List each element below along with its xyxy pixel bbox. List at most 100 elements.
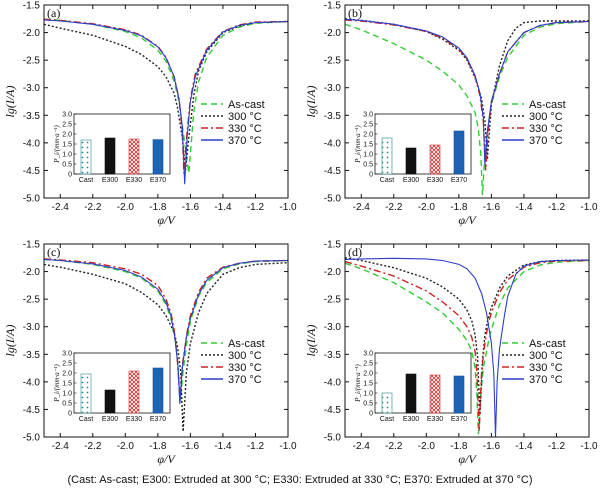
y-tick-label: -3.0: [324, 83, 342, 94]
x-axis-label: φ/V: [157, 452, 176, 466]
legend-label-2: 300 °C: [228, 350, 262, 362]
inset-y-tick-label: 1.0: [62, 151, 72, 158]
x-tick-label: -1.6: [182, 202, 200, 213]
x-tick-label: -2.0: [418, 202, 436, 213]
legend-label-2: 300 °C: [228, 111, 262, 123]
y-tick-label: -3.0: [23, 83, 41, 94]
inset-x-tick-label: E330: [427, 177, 443, 184]
x-tick-label: -2.4: [353, 202, 371, 213]
x-tick-label: -1.6: [483, 441, 501, 452]
inset-y-tick-label: 1.5: [363, 141, 373, 148]
inset-y-tick-label: 2.5: [363, 360, 373, 367]
x-tick-label: -1.0: [279, 441, 297, 452]
panel-1: -2.4 -2.2 -2.0 -1.8 -1.6 -1.4 -1.2 -1.0 -1.5 -2.0…: [3, 1, 297, 228]
inset-bar-cast: [381, 392, 393, 414]
panel-2: -2.4 -2.2 -2.0 -1.8 -1.6 -1.4 -1.2 -1.0 -1.5 -2.0…: [304, 1, 598, 228]
inset-y-tick-label: 2.5: [62, 121, 72, 128]
y-axis-label: lg(I/A): [304, 86, 318, 118]
figure: -2.4 -2.2 -2.0 -1.8 -1.6 -1.4 -1.2 -1.0 -1.5 -2.0…: [3, 1, 598, 467]
inset-y-tick-label: 2.0: [363, 131, 373, 138]
x-tick-label: -1.8: [450, 202, 468, 213]
inset-bar-e370: [152, 139, 164, 175]
y-tick-label: -2.0: [23, 267, 41, 278]
inset-bar-chart: 0 0.5 1.0 1.5 2.0 2.5 3.0 Cast E300 E330 E370 P_i/(…: [354, 350, 472, 423]
x-tick-label: -1.0: [580, 441, 598, 452]
legend-label-4: 370 °C: [228, 374, 262, 386]
figure-caption: (Cast: As-cast; E300: Extruded at 300 °C…: [67, 474, 533, 486]
y-axis-label: lg(I/A): [304, 325, 318, 357]
inset-x-tick-label: E370: [451, 416, 467, 423]
y-tick-label: -4.5: [23, 166, 41, 177]
inset-y-tick-label: 1.0: [363, 151, 373, 158]
inset-y-tick-label: 1.0: [363, 390, 373, 397]
y-tick-label: -3.0: [23, 322, 41, 333]
x-axis-label: φ/V: [458, 213, 477, 227]
plot-frame: [344, 4, 590, 199]
x-tick-label: -1.8: [149, 441, 167, 452]
y-axis-label: lg(I/A): [3, 325, 17, 357]
y-tick-label: -4.5: [324, 166, 342, 177]
x-tick-label: -1.0: [279, 202, 297, 213]
inset-y-tick-label: 0.5: [363, 400, 373, 407]
y-tick-label: -5.0: [23, 433, 41, 444]
y-tick-label: -2.5: [23, 295, 41, 306]
inset-y-tick-label: 0: [369, 410, 373, 417]
legend-label-1: As-cast: [529, 338, 566, 350]
x-tick-label: -2.4: [353, 441, 371, 452]
y-tick-label: -4.0: [23, 377, 41, 388]
y-tick-label: -4.5: [23, 405, 41, 416]
legend-label-1: As-cast: [529, 99, 566, 111]
panel-label: (d): [348, 245, 362, 259]
y-tick-label: -1.5: [23, 1, 41, 12]
y-axis-label: lg(I/A): [3, 86, 17, 118]
inset-y-axis-label: P_i/(mm·a⁻¹): [53, 364, 61, 403]
inset-bar-e300: [405, 147, 417, 175]
x-tick-label: -1.8: [450, 441, 468, 452]
legend-label-3: 330 °C: [228, 123, 262, 135]
x-tick-label: -2.0: [418, 441, 436, 452]
series-line-1: [345, 259, 589, 435]
inset-bar-chart: 0 0.5 1.0 1.5 2.0 2.5 3.0 Cast E300 E330 E370 P_i/(…: [53, 350, 171, 423]
inset-y-axis-label: P_i/(mm·a⁻¹): [354, 125, 362, 164]
inset-bar-e370: [453, 375, 465, 414]
x-axis-label: φ/V: [157, 213, 176, 227]
x-tick-label: -1.6: [182, 441, 200, 452]
x-tick-label: -2.0: [117, 441, 135, 452]
panel-label: (b): [348, 6, 362, 20]
y-tick-label: -2.0: [324, 28, 342, 39]
legend-label-3: 330 °C: [529, 123, 563, 135]
panel-4: -2.4 -2.2 -2.0 -1.8 -1.6 -1.4 -1.2 -1.0 -1.5 -2.0…: [304, 240, 598, 467]
inset-y-tick-label: 0: [68, 171, 72, 178]
x-tick-label: -1.8: [149, 202, 167, 213]
inset-y-tick-label: 1.5: [363, 380, 373, 387]
inset-x-tick-label: E330: [126, 177, 142, 184]
series-line-4: [44, 258, 288, 404]
inset-x-tick-label: E300: [403, 177, 419, 184]
plot-frame: [43, 4, 289, 199]
x-tick-label: -2.2: [385, 441, 403, 452]
x-tick-label: -1.6: [483, 202, 501, 213]
inset-x-tick-label: Cast: [380, 416, 394, 423]
legend-label-4: 370 °C: [529, 374, 563, 386]
x-tick-label: -2.4: [52, 441, 70, 452]
y-tick-label: -3.0: [324, 322, 342, 333]
x-tick-label: -1.2: [548, 202, 566, 213]
inset-y-axis-label: P_i/(mm·a⁻¹): [53, 125, 61, 164]
series-line-3: [345, 259, 589, 432]
inset-y-tick-label: 3.0: [62, 111, 72, 118]
y-tick-label: -3.5: [23, 111, 41, 122]
legend-label-3: 330 °C: [228, 362, 262, 374]
inset-x-tick-label: E330: [126, 416, 142, 423]
series-line-4: [345, 18, 589, 165]
y-tick-label: -5.0: [324, 194, 342, 205]
inset-bar-cast: [80, 139, 92, 175]
inset-x-tick-label: E300: [102, 416, 118, 423]
x-tick-label: -2.2: [84, 202, 102, 213]
series-line-2: [44, 20, 288, 171]
inset-bar-e330: [128, 138, 140, 175]
inset-y-tick-label: 3.0: [363, 350, 373, 357]
inset-y-tick-label: 0.5: [62, 161, 72, 168]
y-tick-label: -2.0: [324, 267, 342, 278]
series-line-4: [44, 19, 288, 185]
plot-frame: [344, 243, 590, 438]
